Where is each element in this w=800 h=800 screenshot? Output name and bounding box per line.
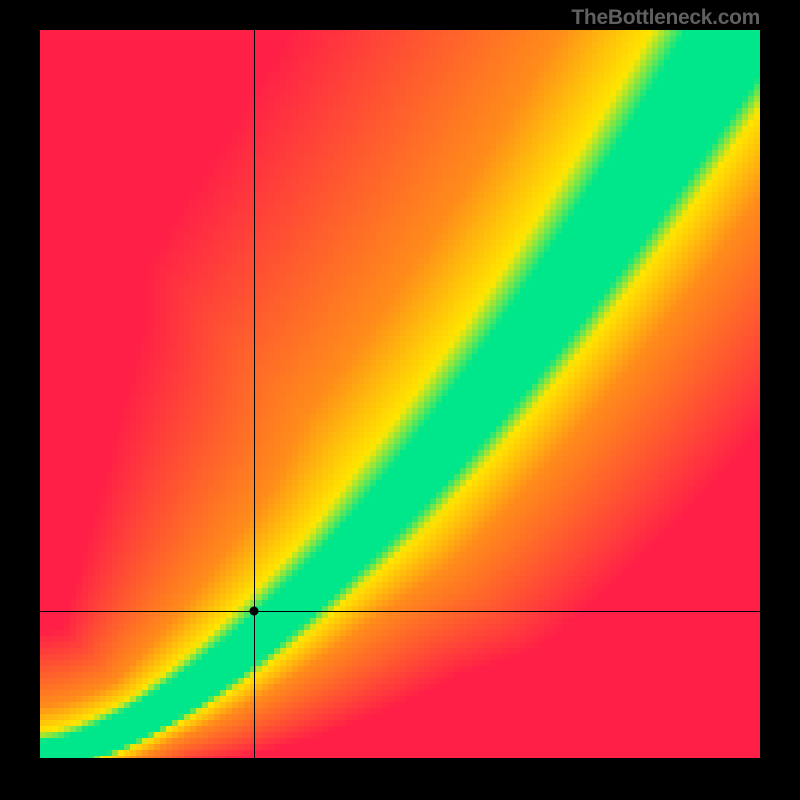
- watermark-text: TheBottleneck.com: [571, 6, 760, 30]
- heatmap-canvas: [40, 30, 760, 758]
- crosshair-horizontal: [40, 611, 760, 612]
- heatmap-chart: [40, 30, 760, 758]
- root: TheBottleneck.com: [0, 0, 800, 800]
- crosshair-dot: [249, 606, 258, 615]
- crosshair-vertical: [254, 30, 255, 758]
